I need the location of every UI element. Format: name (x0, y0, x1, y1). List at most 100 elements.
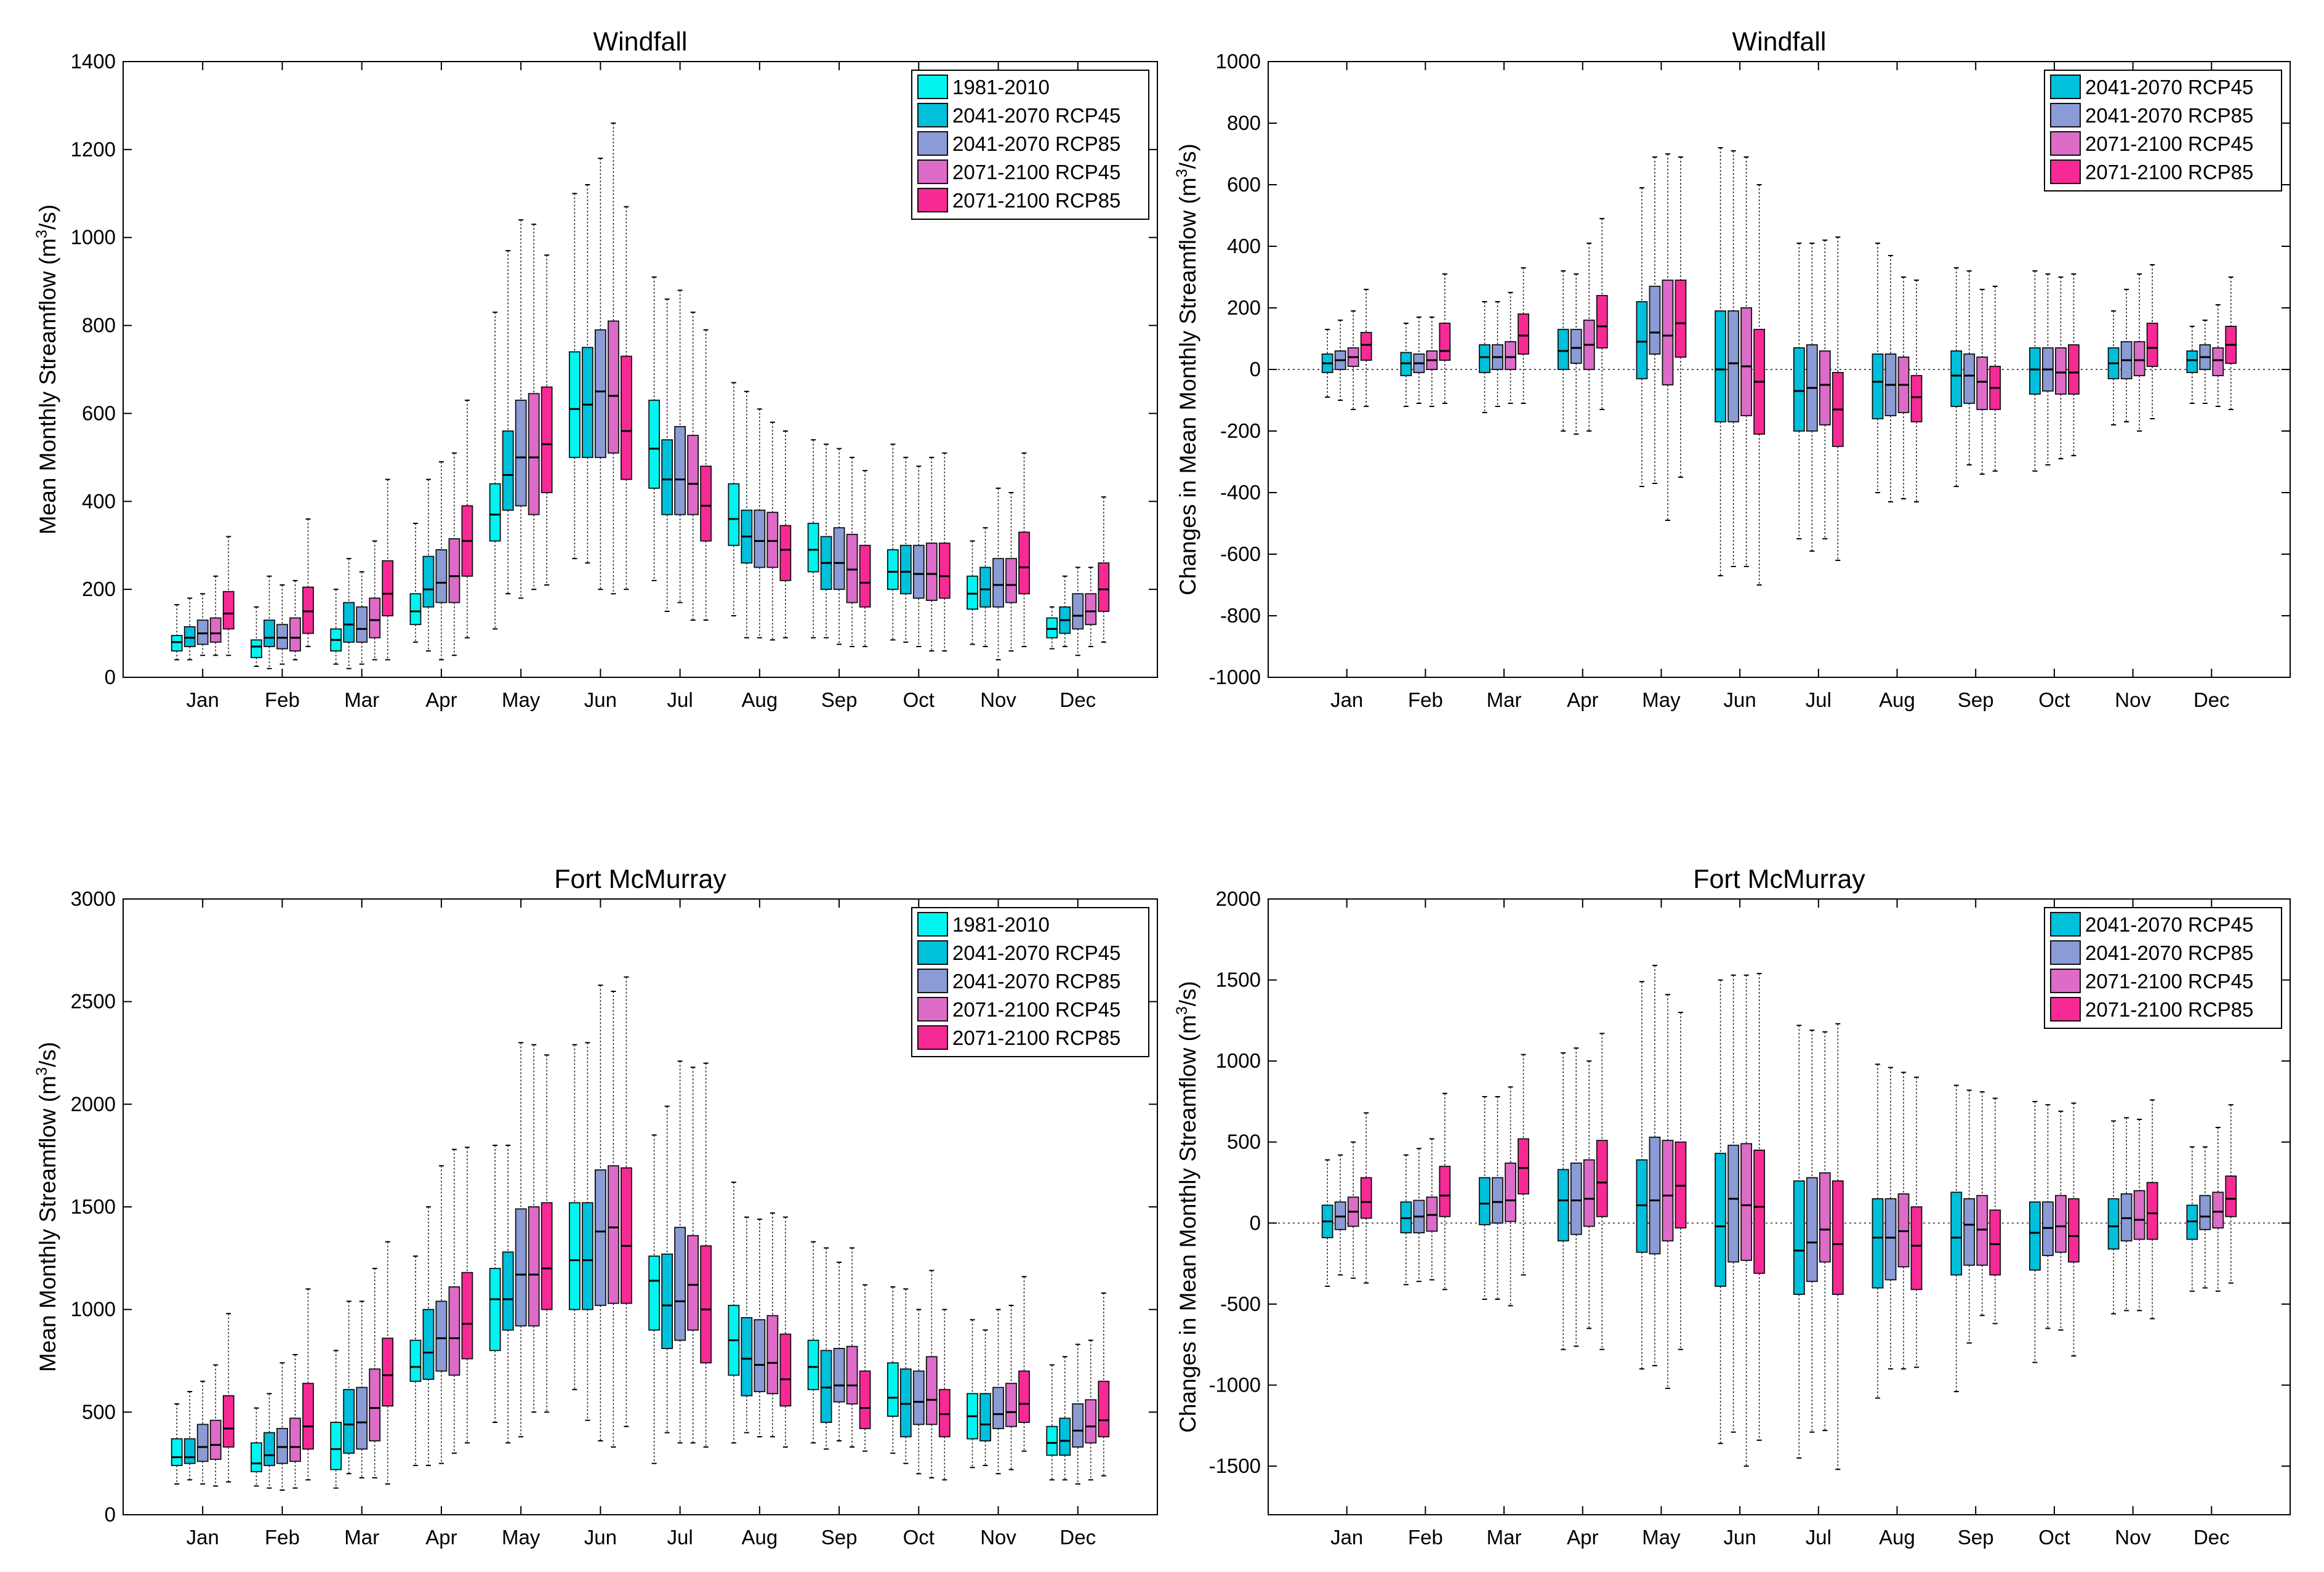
iqr-box (912, 1370, 925, 1425)
box-2071-2100-rcp45-dec (2212, 1127, 2224, 1292)
iqr-box (859, 1370, 871, 1429)
iqr-box (1570, 329, 1582, 364)
box-2071-2100-rcp45-jun (1740, 156, 1753, 567)
iqr-box (1989, 1209, 2001, 1276)
xtick-label-jul: Jul (1806, 1526, 1831, 1549)
iqr-box (899, 544, 912, 595)
iqr-box (1005, 558, 1017, 603)
xtick-label-jan: Jan (187, 1526, 219, 1549)
box-2041-2070-rcp85-may (1649, 964, 1661, 1366)
box-2041-2070-rcp85-mar (1492, 301, 1503, 407)
iqr-box (1649, 1136, 1661, 1255)
box-2071-2100-rcp45-feb (289, 1354, 301, 1489)
legend-label: 2041-2070 RCP85 (2085, 941, 2253, 964)
box-2071-2100-rcp45-jan (1347, 310, 1359, 410)
box-2041-2070-rcp45-mar (343, 558, 355, 669)
box-2071-2100-rcp45-feb (1426, 316, 1438, 407)
box-2041-2070-rcp85-oct (2042, 1104, 2054, 1329)
iqr-box (979, 1393, 991, 1441)
box-2041-2070-rcp85-jan (1334, 320, 1346, 401)
iqr-box (568, 1202, 581, 1310)
iqr-box (369, 597, 381, 639)
legend-label: 1981-2010 (952, 913, 1050, 936)
box-2071-2100-rcp45-may (528, 1044, 540, 1413)
box-2041-2070-rcp45-jan (1321, 1159, 1333, 1287)
box-2071-2100-rcp85-dec (2225, 276, 2237, 410)
iqr-box (687, 1235, 699, 1331)
xtick-label-apr: Apr (1567, 688, 1598, 711)
iqr-box (1046, 617, 1058, 639)
box-2041-2070-rcp85-apr (435, 1165, 448, 1464)
panel-windfall-flow: 0 200 400 600 800 1000 1200 1400 Jan Feb Mar Apr May… (33, 27, 1158, 711)
ytick-label: 200 (1227, 296, 1261, 319)
legend-label: 2041-2070 RCP85 (2085, 104, 2253, 127)
iqr-box (581, 1202, 593, 1310)
xtick-label-jan: Jan (1330, 688, 1363, 711)
iqr-box (1872, 353, 1884, 419)
box-2071-2100-rcp85-aug (1910, 1076, 1923, 1368)
box-1981-2010-feb (251, 606, 262, 667)
legend-swatch (2050, 159, 2081, 184)
iqr-box (700, 1245, 712, 1364)
iqr-box (674, 425, 686, 515)
iqr-box (1570, 1163, 1582, 1235)
iqr-box (1085, 1399, 1097, 1444)
box-2041-2070-rcp45-jul (661, 298, 673, 612)
iqr-box (1072, 1403, 1084, 1448)
iqr-box (925, 1356, 938, 1425)
box-2041-2070-rcp85-jun (1727, 150, 1740, 567)
box-2041-2070-rcp85-dec (1072, 566, 1084, 656)
iqr-box (1059, 1417, 1071, 1456)
iqr-box (1005, 1382, 1017, 1427)
box-2071-2100-rcp45-aug (1897, 276, 1910, 499)
xtick-label-may: May (1642, 688, 1681, 711)
box-2041-2070-rcp85-aug (754, 408, 766, 639)
iqr-box (1976, 357, 1988, 410)
iqr-box (409, 593, 422, 626)
iqr-box (435, 1300, 448, 1372)
iqr-box (489, 483, 501, 542)
iqr-box (1098, 562, 1110, 612)
box-2041-2070-rcp85-feb (1413, 316, 1425, 404)
box-2071-2100-rcp85-sep (1989, 286, 2001, 472)
box-2041-2070-rcp85-apr (1570, 1047, 1582, 1347)
iqr-box (594, 329, 606, 458)
box-2071-2100-rcp85-jun (620, 206, 632, 591)
iqr-box (1492, 1177, 1503, 1224)
box-2071-2100-rcp85-nov (2146, 1099, 2158, 1320)
iqr-box (833, 527, 845, 591)
box-2041-2070-rcp45-sep (1950, 1084, 1963, 1392)
iqr-box (489, 1268, 501, 1352)
iqr-box (1046, 1425, 1058, 1456)
legend-label: 2071-2100 RCP85 (952, 1026, 1120, 1049)
box-2041-2070-rcp45-jul (661, 1105, 673, 1433)
box-2071-2100-rcp45-jun (1740, 974, 1753, 1467)
box-2041-2070-rcp85-jul (1806, 243, 1818, 552)
box-2071-2100-rcp45-apr (1583, 243, 1595, 432)
box-2041-2070-rcp45-nov (2107, 310, 2120, 425)
iqr-box (2029, 1201, 2041, 1271)
box-2071-2100-rcp85-may (1675, 156, 1687, 478)
legend-swatch (917, 159, 948, 184)
box-2071-2100-rcp45-nov (2133, 273, 2145, 432)
box-2071-2100-rcp85-sep (859, 470, 871, 647)
box-2041-2070-rcp85-sep (1963, 1089, 1976, 1344)
box-2071-2100-rcp45-dec (2212, 304, 2224, 407)
box-2041-2070-rcp45-dec (2186, 1146, 2198, 1292)
xtick-label-oct: Oct (2038, 688, 2070, 711)
box-2071-2100-rcp45-jul (1819, 1031, 1831, 1432)
iqr-box (674, 1227, 686, 1341)
ytick-label: 800 (82, 314, 116, 337)
box-2071-2100-rcp45-may (528, 224, 540, 591)
xtick-label-dec: Dec (1059, 1526, 1096, 1549)
box-2041-2070-rcp85-aug (1884, 1066, 1897, 1370)
xtick-label-dec: Dec (2193, 688, 2230, 711)
legend-label: 2071-2100 RCP85 (2085, 161, 2253, 183)
legend-label: 2071-2100 RCP45 (952, 998, 1120, 1021)
iqr-box (1910, 1206, 1923, 1291)
box-2071-2100-rcp45-feb (289, 579, 301, 661)
legend: 2041-2070 RCP45 2041-2070 RCP85 2071-2100 … (2044, 907, 2282, 1029)
xtick-label-dec: Dec (2193, 1526, 2230, 1549)
box-2071-2100-rcp85-apr (461, 1147, 473, 1444)
axes-frame (1268, 898, 2291, 1515)
